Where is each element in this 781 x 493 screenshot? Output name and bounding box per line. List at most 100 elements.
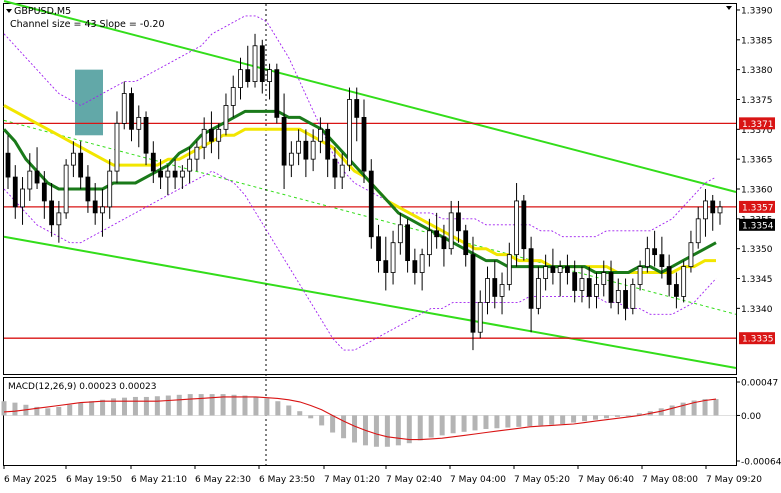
macd-signal-line bbox=[3, 396, 717, 441]
current-price-badge: 1.3354 bbox=[742, 221, 774, 231]
candle-body bbox=[318, 128, 323, 142]
macd-histogram-bar bbox=[527, 415, 533, 427]
macd-histogram-bar bbox=[680, 402, 686, 416]
chart-menu-down-icon[interactable] bbox=[726, 6, 732, 10]
macd-histogram-bar bbox=[242, 395, 248, 416]
candle bbox=[194, 141, 200, 172]
macd-histogram-bar bbox=[154, 396, 160, 416]
candle-body bbox=[230, 87, 236, 106]
candle bbox=[281, 93, 287, 189]
candle bbox=[441, 224, 447, 267]
time-tick-label: 7 May 05:20 bbox=[514, 475, 570, 485]
candle-body bbox=[426, 230, 432, 256]
candle-body bbox=[659, 254, 665, 267]
candle-body bbox=[259, 45, 265, 82]
candle bbox=[100, 189, 105, 237]
candle bbox=[470, 236, 476, 351]
candle bbox=[187, 147, 193, 184]
candle bbox=[20, 177, 25, 225]
candle bbox=[652, 230, 658, 267]
candle bbox=[339, 153, 345, 189]
macd-histogram-bar bbox=[176, 394, 182, 416]
price-tick-label: 1.3385 bbox=[741, 36, 773, 46]
macd-histogram-bar bbox=[187, 394, 193, 416]
time-tick-label: 7 May 01:20 bbox=[324, 475, 380, 485]
candle bbox=[288, 141, 294, 178]
time-tick-label: 6 May 19:50 bbox=[66, 475, 122, 485]
candle-body bbox=[644, 248, 650, 267]
candle-body bbox=[296, 140, 302, 154]
candle bbox=[586, 266, 592, 309]
macd-histogram-bar bbox=[636, 413, 642, 416]
candle-body bbox=[179, 170, 185, 178]
candle-body bbox=[201, 128, 207, 148]
triangle-down-icon[interactable] bbox=[6, 9, 12, 13]
time-tick-label: 6 May 21:10 bbox=[131, 475, 187, 485]
time-tick-label: 7 May 04:00 bbox=[450, 475, 506, 485]
candle-body bbox=[695, 218, 701, 244]
macd-histogram-bar bbox=[702, 399, 708, 416]
candle-body bbox=[27, 170, 33, 190]
candle-body bbox=[63, 164, 69, 214]
candle-body bbox=[303, 140, 309, 160]
candle-body bbox=[572, 272, 578, 291]
candle bbox=[201, 117, 207, 160]
candle-body bbox=[143, 116, 149, 154]
time-axis: 6 May 2025 6 May 19:50 6 May 21:10 6 May 22… bbox=[3, 465, 762, 485]
candle bbox=[405, 218, 410, 273]
candle-body bbox=[70, 152, 76, 166]
price-tick-label: 1.3370 bbox=[741, 126, 773, 136]
candle bbox=[303, 129, 309, 178]
candle bbox=[332, 147, 338, 189]
macd-histogram-bar bbox=[549, 415, 555, 425]
candle bbox=[85, 165, 91, 213]
macd-histogram-bar bbox=[483, 415, 489, 429]
envelope-lower-line bbox=[3, 170, 717, 351]
candle bbox=[412, 248, 418, 285]
candle bbox=[129, 87, 134, 142]
candle bbox=[572, 260, 578, 303]
macd-histogram-bar bbox=[571, 415, 577, 423]
candle-body bbox=[267, 69, 272, 82]
candle-body bbox=[557, 266, 563, 273]
macd-histogram-bar bbox=[209, 394, 215, 416]
candle-body bbox=[623, 290, 628, 309]
candle-body bbox=[354, 99, 360, 118]
candle bbox=[434, 212, 440, 249]
macd-histogram-bar bbox=[45, 408, 51, 416]
candle bbox=[354, 87, 360, 142]
candle-body bbox=[187, 158, 193, 172]
candle bbox=[659, 236, 665, 279]
candle-body bbox=[56, 212, 62, 226]
candle bbox=[27, 153, 33, 201]
candle-body bbox=[158, 170, 163, 178]
candle bbox=[601, 260, 607, 297]
candle-body bbox=[390, 242, 396, 273]
ma-slow-line bbox=[3, 104, 716, 274]
candle-body bbox=[492, 278, 498, 297]
candle bbox=[579, 266, 585, 303]
candle bbox=[521, 194, 527, 261]
macd-histogram-bar bbox=[691, 400, 697, 416]
candle bbox=[535, 266, 541, 315]
macd-histogram-bar bbox=[582, 415, 588, 422]
candle bbox=[390, 230, 396, 285]
candle-body bbox=[78, 152, 84, 178]
candle-body bbox=[637, 266, 643, 285]
macd-histogram-bar bbox=[34, 406, 40, 416]
candle bbox=[143, 111, 149, 166]
candle-body bbox=[470, 254, 476, 333]
envelope-upper-line bbox=[3, 15, 717, 238]
candle-body bbox=[608, 272, 614, 303]
price-tick-label: 1.3375 bbox=[741, 96, 773, 106]
candle-body bbox=[34, 170, 40, 184]
macd-histogram-bar bbox=[494, 415, 500, 429]
time-tick-label: 7 May 08:00 bbox=[642, 475, 698, 485]
candle-body bbox=[12, 176, 18, 208]
candle-body bbox=[666, 266, 672, 285]
macd-histogram-bar bbox=[319, 415, 325, 426]
candle bbox=[347, 87, 352, 172]
macd-histogram-bar bbox=[253, 396, 259, 416]
candle bbox=[49, 183, 54, 237]
